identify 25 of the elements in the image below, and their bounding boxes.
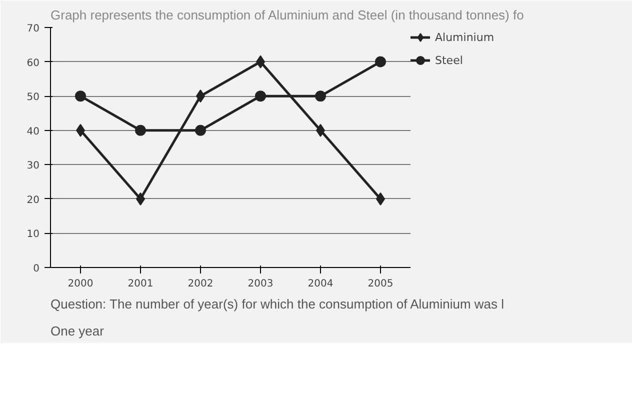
- y-tick-label: 0: [33, 264, 40, 274]
- x-tick-label: 2005: [368, 278, 394, 290]
- x-tick-label: 2002: [188, 278, 214, 290]
- point: [315, 90, 326, 102]
- x-tick-label: 2001: [128, 278, 154, 290]
- y-tick-label: 60: [26, 58, 40, 69]
- point: [135, 124, 146, 136]
- x-tick-label: 2003: [248, 278, 274, 290]
- point: [375, 56, 386, 68]
- x-tick-label: 2000: [68, 278, 94, 290]
- text: One year: [50, 324, 105, 338]
- y-tick-label: 50: [26, 92, 40, 104]
- x-tick-label: 2004: [308, 278, 334, 290]
- y-tick-label: 10: [26, 229, 40, 240]
- y-tick-label: 40: [26, 126, 40, 138]
- legend-label: Steel: [435, 54, 463, 66]
- legend-label: Aluminium: [435, 30, 494, 44]
- y-tick-label: 70: [26, 24, 40, 34]
- y-tick-label: 20: [26, 194, 40, 206]
- text: Question: The number of year(s) for which the consumption of Aluminium was l: [50, 296, 504, 312]
- y-tick-label: 30: [26, 160, 40, 172]
- point: [195, 124, 206, 136]
- point: [255, 90, 266, 102]
- chart-title: Graph represents the consumption of Aluminium and Steel (in thousand tonnes) fo: [50, 8, 524, 22]
- point: [75, 90, 86, 102]
